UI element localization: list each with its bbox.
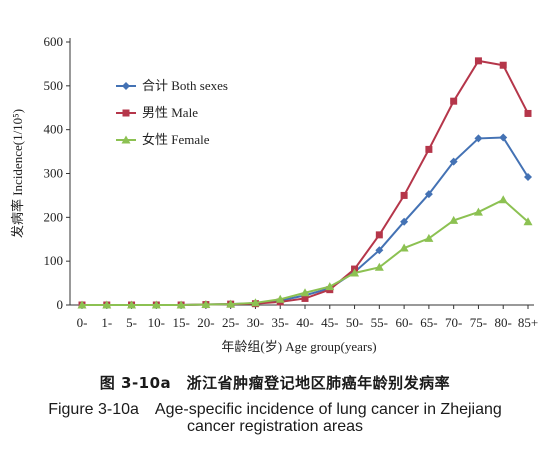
- data-point: [226, 299, 236, 308]
- x-tick-label: 1-: [101, 315, 112, 330]
- x-tick-label: 85+: [518, 315, 538, 330]
- figure-caption-english-line2: cancer registration areas: [186, 418, 364, 435]
- x-tick-label: 65-: [420, 315, 437, 330]
- series-layer: [77, 57, 533, 309]
- data-point: [425, 145, 433, 153]
- data-point: [375, 246, 384, 255]
- series-0: [78, 133, 532, 309]
- figure-caption-english-line1: Figure 3-10a Age-specific incidence of l…: [48, 401, 502, 418]
- x-tick-label: 60-: [395, 315, 412, 330]
- data-point: [424, 233, 434, 242]
- line-chart: 0 100 200 300 400 500 600 0- 1- 5- 10- 15- 20- 25- 30-…: [10, 34, 538, 354]
- data-point: [375, 231, 383, 239]
- data-point: [450, 97, 458, 105]
- data-point: [400, 217, 409, 226]
- x-tick-label: 75-: [470, 315, 487, 330]
- data-point: [374, 262, 384, 271]
- data-point: [449, 215, 459, 224]
- y-tick-label: 400: [44, 122, 64, 137]
- legend-marker: [122, 109, 130, 117]
- x-tick-label: 55-: [371, 315, 388, 330]
- data-point: [275, 294, 285, 303]
- series-line: [82, 136, 529, 306]
- data-point: [201, 300, 211, 309]
- series-1: [78, 57, 532, 309]
- y-tick-label: 300: [44, 166, 64, 181]
- data-point: [77, 300, 87, 309]
- x-tick-label: 0-: [77, 315, 88, 330]
- y-tick-label: 100: [44, 253, 64, 268]
- y-tick-label: 500: [44, 78, 64, 93]
- data-point: [400, 191, 408, 199]
- legend-marker: [121, 135, 131, 144]
- y-tick-label: 600: [44, 34, 64, 49]
- data-point: [250, 298, 260, 307]
- x-tick-label: 80-: [495, 315, 512, 330]
- data-point: [524, 109, 532, 117]
- chart-axes: 0 100 200 300 400 500 600 0- 1- 5- 10- 15- 20- 25- 30-…: [10, 34, 538, 354]
- x-tick-label: 50-: [346, 315, 363, 330]
- x-tick-label: 40-: [296, 315, 313, 330]
- y-tick-label: 0: [57, 297, 64, 312]
- data-point: [523, 217, 533, 226]
- x-tick-label: 20-: [197, 315, 214, 330]
- data-point: [300, 288, 310, 297]
- data-point: [499, 61, 507, 69]
- x-tick-label: 70-: [445, 315, 462, 330]
- legend-label: 女性 Female: [142, 132, 210, 147]
- legend-label: 男性 Male: [142, 105, 198, 120]
- data-point: [399, 243, 409, 252]
- data-point: [473, 207, 483, 216]
- legend-marker: [122, 82, 130, 90]
- x-tick-label: 35-: [272, 315, 289, 330]
- data-point: [474, 57, 482, 65]
- x-axis-title: 年龄组(岁) Age group(years): [221, 339, 376, 354]
- data-point: [499, 133, 508, 142]
- data-point: [127, 300, 137, 309]
- y-tick-label: 200: [44, 209, 64, 224]
- series-line: [82, 59, 529, 306]
- x-tick-label: 30-: [247, 315, 264, 330]
- data-point: [325, 282, 335, 291]
- data-point: [449, 157, 458, 166]
- x-tick-label: 10-: [148, 315, 165, 330]
- chart-legend: 合计 Both sexes 男性 Male 女性 Female: [116, 78, 228, 147]
- data-point: [424, 190, 433, 199]
- data-point: [350, 268, 360, 277]
- figure-caption-chinese: 图 3-10a 浙江省肿瘤登记地区肺癌年龄别发病率: [99, 374, 451, 392]
- data-point: [498, 195, 508, 204]
- data-point: [474, 134, 483, 143]
- y-axis-title: 发病率 Incidence(1/10⁵): [10, 109, 25, 238]
- series-2: [77, 195, 533, 309]
- data-point: [102, 300, 112, 309]
- x-tick-label: 15-: [172, 315, 189, 330]
- x-tick-label: 25-: [222, 315, 239, 330]
- legend-label: 合计 Both sexes: [142, 78, 228, 93]
- x-tick-label: 45-: [321, 315, 338, 330]
- x-tick-label: 5-: [126, 315, 137, 330]
- data-point: [524, 173, 532, 182]
- data-point: [151, 300, 161, 309]
- data-point: [301, 294, 309, 302]
- data-point: [176, 300, 186, 309]
